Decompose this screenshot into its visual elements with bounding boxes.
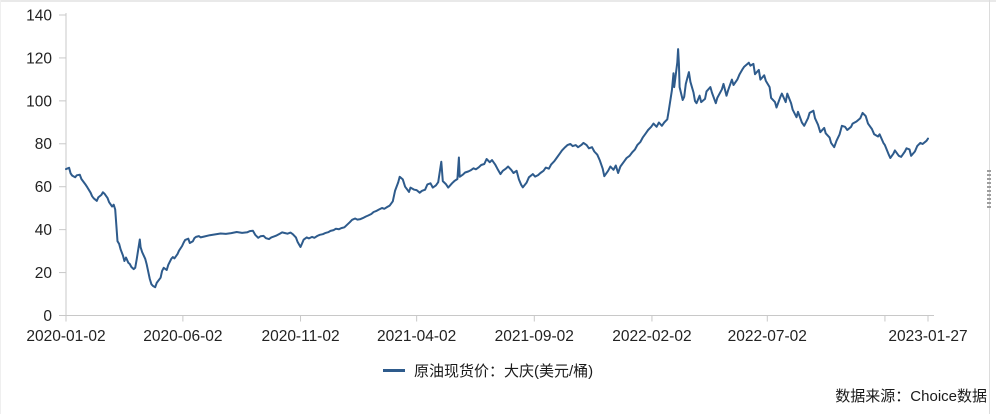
legend-label: 原油现货价：大庆(美元/桶) (414, 362, 594, 380)
splitter-handle[interactable] (987, 170, 991, 208)
window-top-edge (0, 0, 996, 2)
chart-legend: 原油现货价：大庆(美元/桶) (383, 361, 594, 380)
x-tick-label: 2020-06-02 (143, 328, 222, 345)
y-tick-label: 140 (26, 7, 52, 24)
y-tick-label: 0 (43, 308, 52, 325)
x-tick-label: 2021-09-02 (495, 328, 574, 345)
x-tick-label: 2020-11-02 (261, 328, 339, 345)
x-tick-label: 2021-04-02 (377, 328, 456, 345)
x-tick-label: 2023-01-27 (888, 328, 967, 345)
y-tick-label: 80 (35, 136, 53, 153)
y-tick-label: 100 (26, 93, 52, 110)
price-line-series (65, 48, 929, 289)
x-tick-label: 2022-07-02 (728, 328, 807, 345)
y-tick-label: 20 (35, 265, 53, 282)
data-source-note: 数据来源：Choice数据 (835, 388, 987, 405)
y-tick-label: 120 (26, 50, 52, 67)
x-tick-label: 2020-01-02 (26, 328, 105, 345)
legend-line-marker (383, 368, 405, 372)
y-tick-label: 40 (35, 222, 53, 239)
window-left-edge (0, 0, 1, 414)
y-tick-label: 60 (35, 179, 53, 196)
x-tick-label: 2022-02-02 (612, 328, 691, 345)
